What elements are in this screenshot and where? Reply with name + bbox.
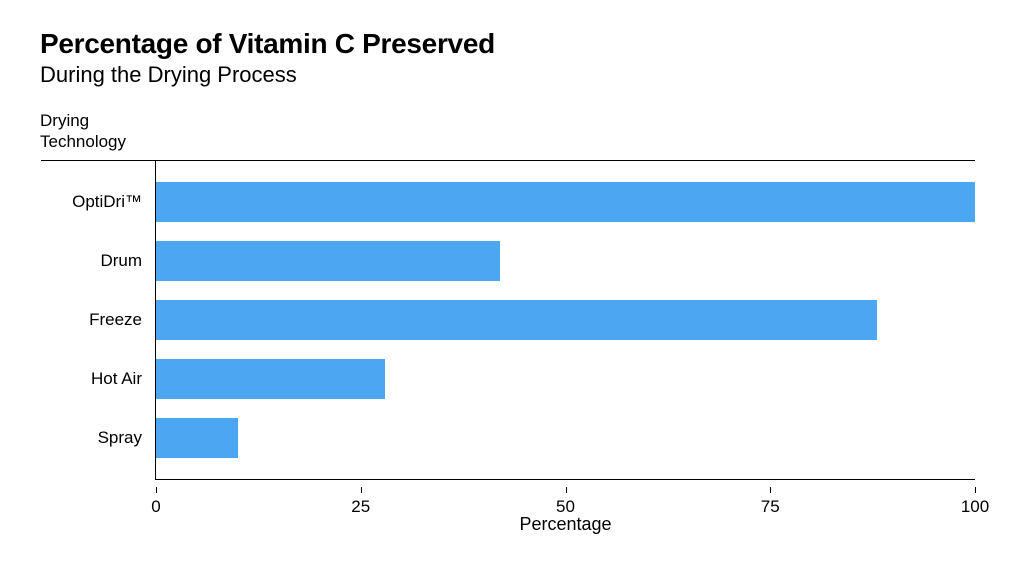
bar-row: Freeze [156,300,975,340]
x-tick-label: 0 [151,497,160,517]
plot-region: OptiDri™DrumFreezeHot AirSpray 025507510… [155,160,975,480]
bar-category-label: Spray [98,428,142,448]
bar-category-label: Drum [100,251,142,271]
bar-row: Hot Air [156,359,975,399]
x-tick-mark [156,487,157,493]
x-tick-mark [975,487,976,493]
x-tick-mark [566,487,567,493]
bar-category-label: OptiDri™ [72,192,142,212]
y-axis-title: Drying Technology [40,110,126,153]
x-tick-label: 75 [761,497,780,517]
chart-area: OptiDri™DrumFreezeHot AirSpray 025507510… [155,160,975,480]
bar-category-label: Hot Air [91,369,142,389]
x-tick-mark [361,487,362,493]
bar-category-label: Freeze [89,310,142,330]
x-tick-label: 100 [961,497,989,517]
bar [156,418,238,458]
bar [156,300,877,340]
bar [156,359,385,399]
bar [156,241,500,281]
bar-row: Spray [156,418,975,458]
x-tick-mark [770,487,771,493]
x-tick-label: 25 [351,497,370,517]
bar-row: Drum [156,241,975,281]
bar [156,182,975,222]
bar-row: OptiDri™ [156,182,975,222]
chart-title: Percentage of Vitamin C Preserved [40,28,984,60]
x-axis-title: Percentage [519,514,611,535]
chart-subtitle: During the Drying Process [40,62,984,88]
bars-container: OptiDri™ Drum Freeze Hot Air Spray [156,160,975,479]
